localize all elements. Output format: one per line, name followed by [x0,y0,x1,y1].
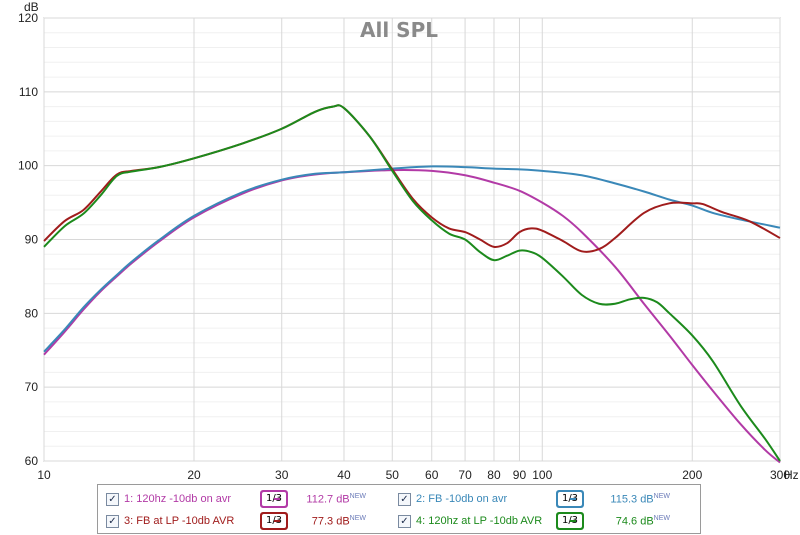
x-tick-label: 200 [682,468,702,482]
x-tick-label: 30 [275,468,289,482]
legend-label: 4: 120hz at LP -10db AVR [416,515,543,527]
x-tick-label: 10 [37,468,51,482]
legend-value: 74.6 dBNEW [592,515,670,528]
x-tick-label: 50 [386,468,400,482]
series-line-4 [43,104,781,462]
legend-item-2[interactable]: ✓ 2: FB -10db on avr 1/3 115.3 dBNEW [398,490,670,508]
legend-value: 115.3 dBNEW [592,493,670,506]
checkbox-icon[interactable]: ✓ [398,514,411,528]
smoothing-label: 1/3 [262,514,286,528]
checkbox-icon[interactable]: ✓ [106,492,119,506]
smoothing-label: 1/3 [558,492,582,506]
series-line-2 [43,165,781,353]
checkbox-icon[interactable]: ✓ [106,514,119,528]
smoothing-button[interactable]: 1/3 [556,490,584,508]
spl-chart: 60 70 80 90 100 110 120 10 20 30 40 50 60 70 80 90 100 2… [18,0,799,482]
x-tick-labels: 10 20 30 40 50 60 70 80 90 100 200 300 [37,468,790,482]
legend-value-text: 77.3 dB [311,515,350,528]
y-tick-labels: 60 70 80 90 100 110 120 [18,11,38,468]
grid-lines [43,17,781,462]
legend-value-text: 112.7 dB [306,493,350,506]
legend-label: 1: 120hz -10db on avr [124,493,232,505]
checkbox-icon[interactable]: ✓ [398,492,411,506]
new-badge: NEW [653,492,670,500]
x-tick-label: 80 [487,468,501,482]
y-tick-label: 90 [25,233,39,247]
legend-item-4[interactable]: ✓ 4: 120hz at LP -10db AVR 1/3 74.6 dBNE… [398,512,670,530]
legend-item-3[interactable]: ✓ 3: FB at LP -10db AVR 1/3 77.3 dBNEW [106,512,366,530]
y-tick-label: 80 [25,306,39,320]
series-line-1 [43,168,781,464]
new-badge: NEW [349,492,366,500]
smoothing-button[interactable]: 1/3 [260,512,288,530]
y-axis-unit: dB [24,0,39,14]
smoothing-button[interactable]: 1/3 [260,490,288,508]
legend-label: 2: FB -10db on avr [416,493,508,505]
legend-label: 3: FB at LP -10db AVR [124,515,235,527]
new-badge: NEW [653,514,670,522]
x-tick-label: 40 [337,468,351,482]
legend-item-1[interactable]: ✓ 1: 120hz -10db on avr 1/3 112.7 dBNEW [106,490,366,508]
series-lines [43,104,781,464]
smoothing-label: 1/3 [262,492,286,506]
x-axis-unit: Hz [784,468,799,482]
y-tick-label: 60 [25,454,39,468]
y-tick-label: 110 [19,85,38,99]
chart-title: All SPL [360,18,438,42]
legend-value: 112.7 dBNEW [296,493,366,506]
y-tick-label: 120 [18,11,38,25]
y-tick-label: 70 [25,380,39,394]
legend-value: 77.3 dBNEW [296,515,366,528]
x-tick-label: 60 [425,468,439,482]
x-tick-label: 70 [458,468,472,482]
legend-value-text: 115.3 dB [610,493,654,506]
legend-value-text: 74.6 dB [615,515,654,528]
y-tick-label: 100 [18,159,38,173]
x-tick-label: 100 [532,468,552,482]
x-tick-label: 300 [770,468,790,482]
legend: ✓ 1: 120hz -10db on avr 1/3 112.7 dBNEW … [97,484,701,534]
x-tick-label: 90 [513,468,527,482]
smoothing-button[interactable]: 1/3 [556,512,584,530]
smoothing-label: 1/3 [558,514,582,528]
x-tick-label: 20 [187,468,201,482]
new-badge: NEW [349,514,366,522]
